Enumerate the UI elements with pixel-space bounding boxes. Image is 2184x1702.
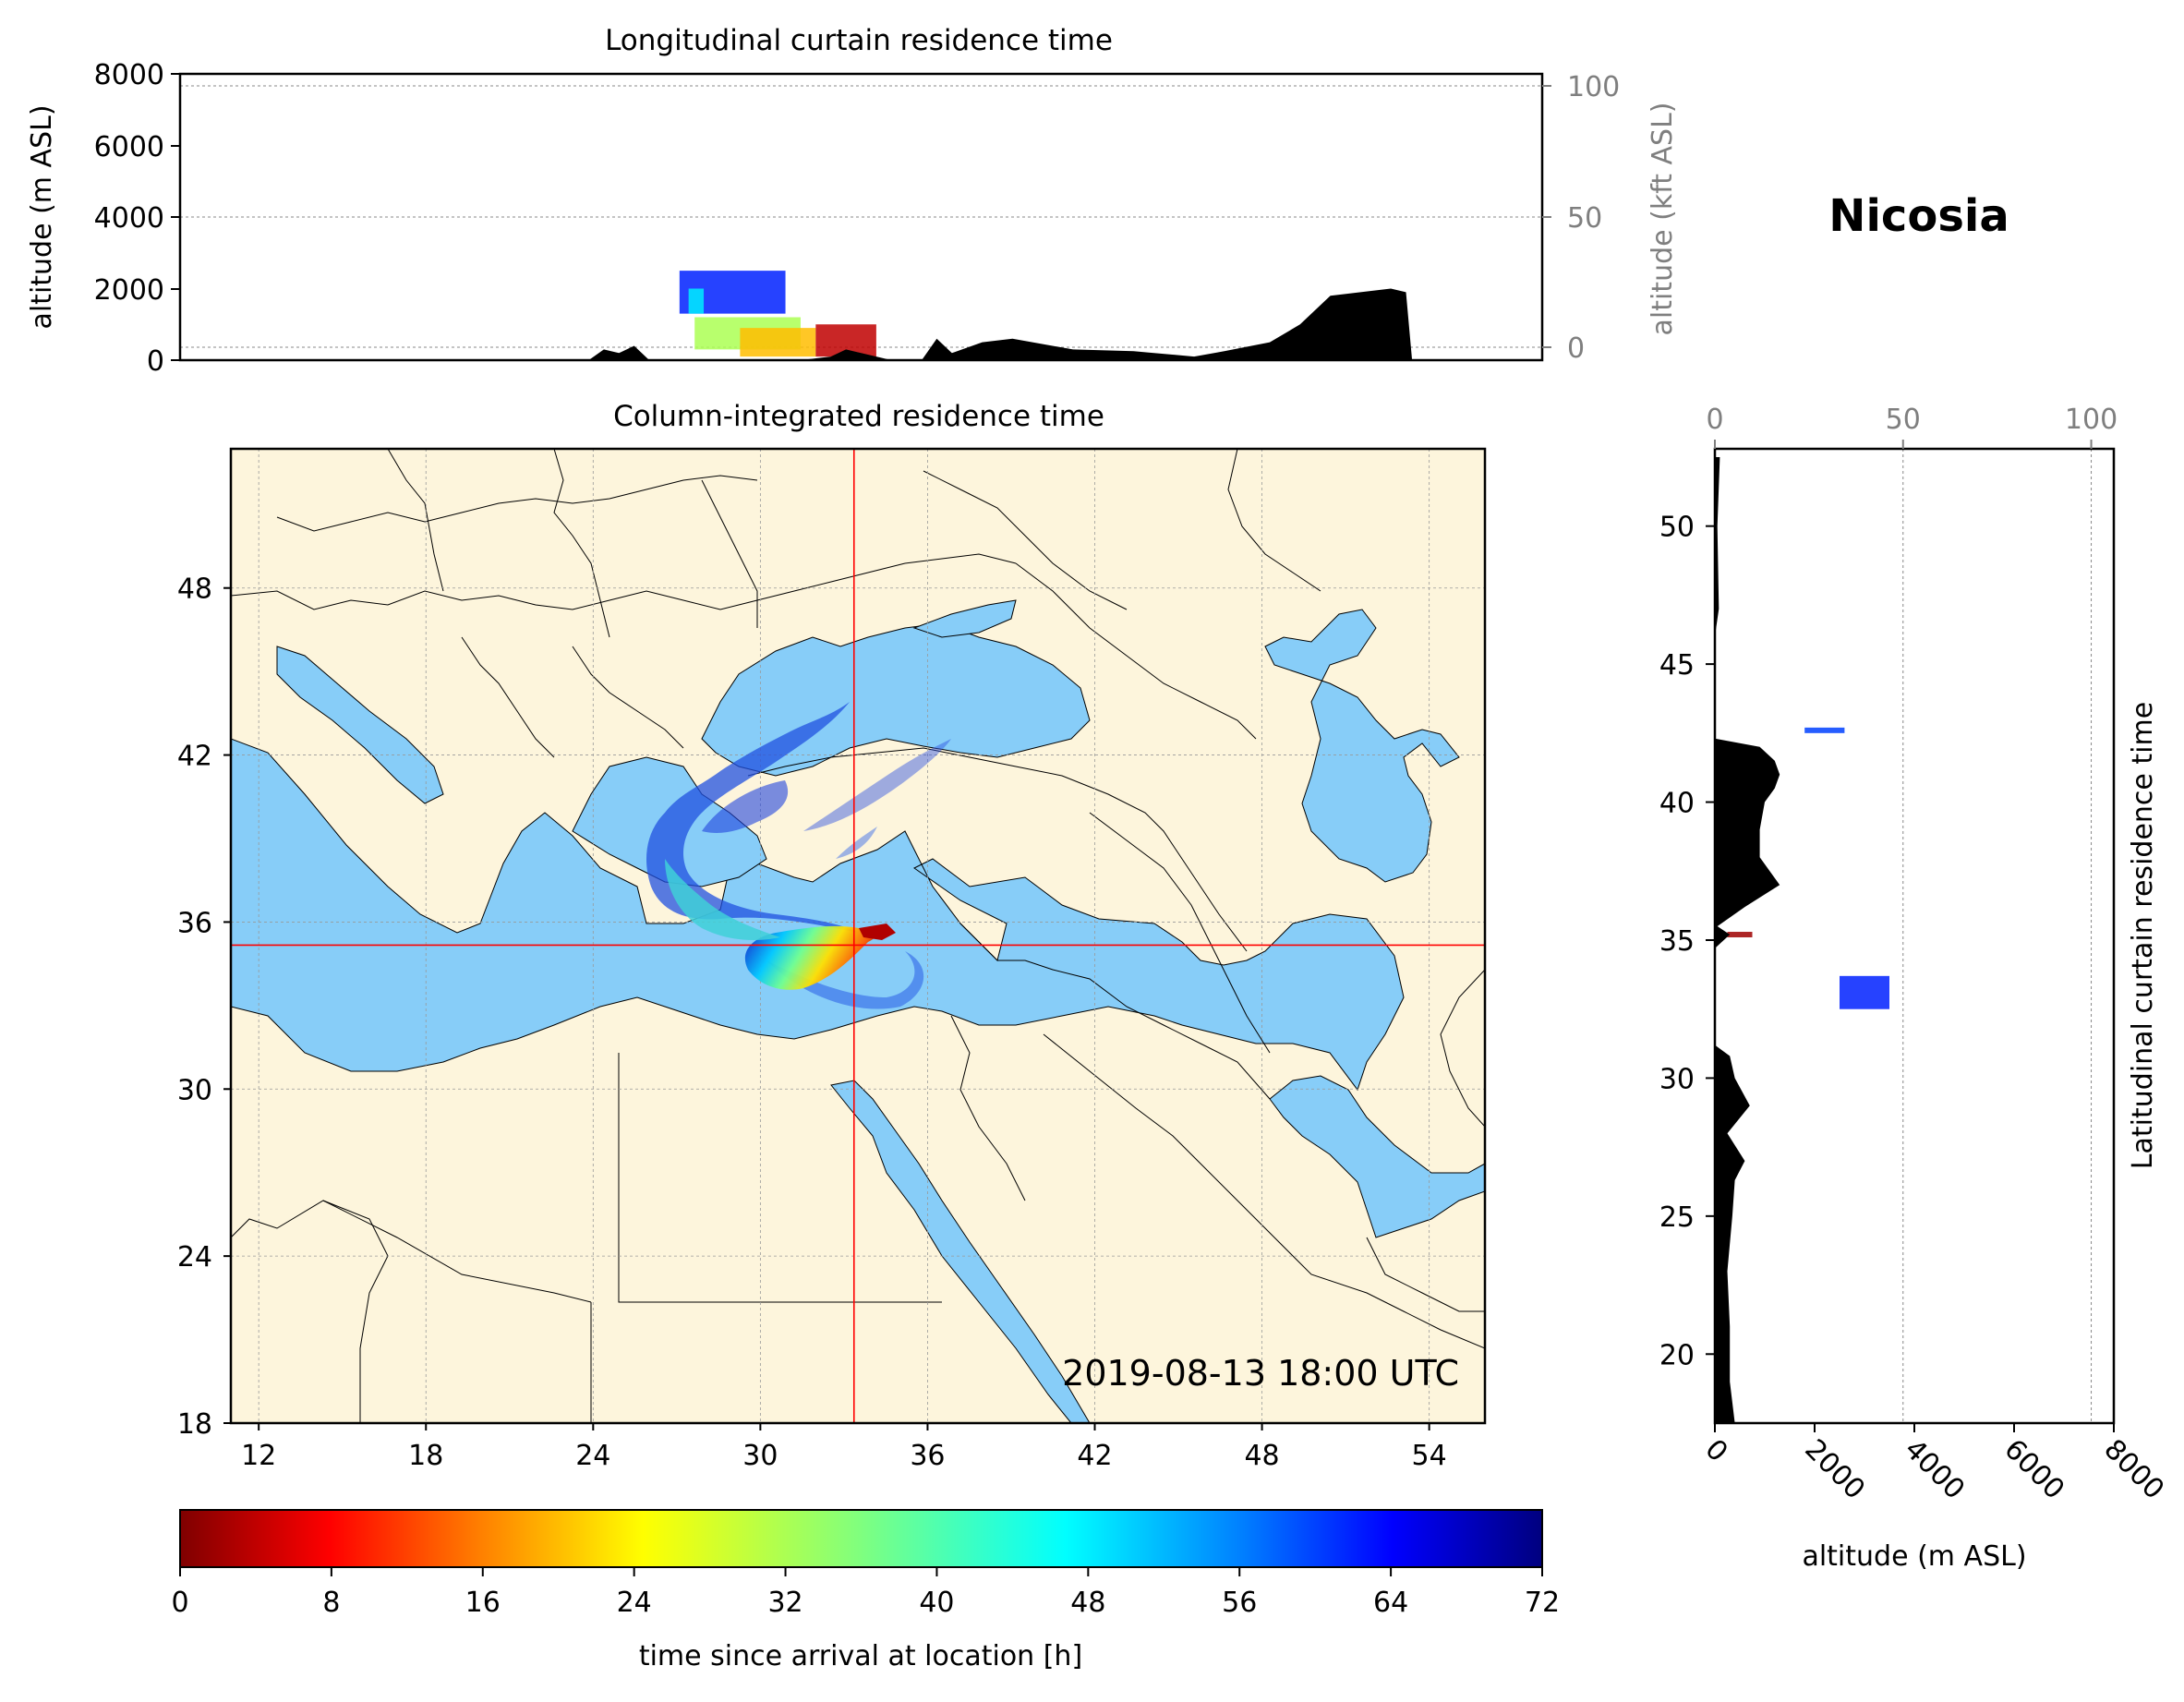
right-x-tick: 2000 <box>1798 1433 1871 1506</box>
right-plot-area <box>1715 449 2114 1423</box>
caspian-sea <box>1264 609 1460 883</box>
top-right-axis: 0 50 100 altitude (kft ASL) <box>1542 71 1679 365</box>
right-y-tick: 45 <box>1659 649 1695 682</box>
right-y-tick: 30 <box>1659 1063 1695 1095</box>
map-panel-title: Column-integrated residence time <box>613 400 1104 433</box>
top-residence-cell <box>740 328 816 357</box>
map-lat-tick: 30 <box>177 1074 212 1106</box>
longitudinal-curtain-panel: Longitudinal curtain residence time 0 20… <box>26 24 1679 378</box>
right-residence-cell <box>1840 975 1889 1009</box>
right-x-label: altitude (m ASL) <box>1802 1540 2026 1573</box>
right-x2-tick: 100 <box>2065 404 2118 436</box>
mediterranean-sea <box>231 738 1405 1092</box>
colorbar-tick: 64 <box>1373 1587 1408 1619</box>
colorbar-tick: 8 <box>322 1587 340 1619</box>
latitudinal-curtain-panel: 0 50 100 0 2000 4000 6000 8000 20 25 30 35 40 45 50 al… <box>1659 404 2170 1573</box>
colorbar-tick: 16 <box>465 1587 501 1619</box>
right-x-tick: 0 <box>1698 1433 1733 1468</box>
right-y-tick: 25 <box>1659 1201 1695 1234</box>
top-panel-title: Longitudinal curtain residence time <box>605 24 1113 57</box>
top-residence-cells <box>679 271 876 357</box>
map-lat-tick: 36 <box>177 907 212 939</box>
right-y-tick: 20 <box>1659 1339 1695 1371</box>
map-lat-tick: 18 <box>177 1408 212 1441</box>
map-lat-tick: 42 <box>177 741 212 773</box>
azov-sea <box>912 599 1017 638</box>
map-lon-tick: 24 <box>575 1440 610 1472</box>
top-y-tick: 8000 <box>94 59 164 91</box>
top-left-axis: 0 2000 4000 6000 8000 altitude (m ASL) <box>26 59 180 378</box>
red-sea <box>830 1080 1091 1423</box>
right-residence-cell <box>1727 932 1753 937</box>
colorbar-tick: 32 <box>767 1587 802 1619</box>
map-frame <box>229 447 1487 1425</box>
top-terrain-profile <box>588 288 1413 360</box>
map-lon-tick: 54 <box>1412 1440 1447 1472</box>
residence-time-plume <box>646 702 951 1009</box>
map-lat-tick: 48 <box>177 573 212 606</box>
map-lon-tick: 48 <box>1244 1440 1279 1472</box>
map-lat-tick: 24 <box>177 1241 212 1273</box>
adriatic-sea <box>276 646 444 804</box>
top-y-tick: 0 <box>147 345 164 378</box>
top-y2-tick: 100 <box>1567 71 1620 103</box>
right-x-tick: 4000 <box>1898 1433 1971 1506</box>
top-residence-cell <box>688 288 705 314</box>
map-lon-tick: 36 <box>910 1440 945 1472</box>
colorbar-tick: 0 <box>171 1587 188 1619</box>
top-y-tick: 2000 <box>94 274 164 307</box>
valid-time-label: 2019-08-13 18:00 UTC <box>1062 1353 1459 1394</box>
location-title: Nicosia <box>1828 190 2009 242</box>
right-x2-tick: 0 <box>1706 404 1723 436</box>
top-y-label: altitude (m ASL) <box>26 104 58 329</box>
top-y-tick: 4000 <box>94 202 164 235</box>
colorbar-ticks: 0 8 16 24 32 40 48 56 64 72 <box>171 1567 1560 1619</box>
column-integrated-map-panel: Column-integrated residence time <box>177 400 1487 1472</box>
right-terrain-profile <box>1715 457 1780 1423</box>
colorbar-tick: 56 <box>1222 1587 1257 1619</box>
map-lon-tick: 42 <box>1077 1440 1112 1472</box>
right-x2-tick: 50 <box>1886 404 1921 436</box>
map-area: 2019-08-13 18:00 UTC <box>231 449 1485 1423</box>
colorbar-gradient <box>179 1509 1543 1568</box>
right-residence-cell <box>1804 727 1845 733</box>
colorbar-tick: 72 <box>1525 1587 1560 1619</box>
map-lon-tick: 12 <box>241 1440 276 1472</box>
right-panel-title: Latitudinal curtain residence time <box>2127 702 2159 1169</box>
right-y-tick: 50 <box>1659 512 1695 544</box>
map-gridlines <box>231 449 1485 1423</box>
colorbar-tick: 48 <box>1070 1587 1105 1619</box>
country-borders <box>231 449 1485 1423</box>
top-y2-tick: 50 <box>1567 202 1602 235</box>
right-y-tick: 40 <box>1659 788 1695 820</box>
right-x-tick: 8000 <box>2097 1433 2170 1506</box>
map-lon-tick: 18 <box>408 1440 443 1472</box>
colorbar: 0 8 16 24 32 40 48 56 64 72 time since arrival at… <box>171 1509 1560 1672</box>
colorbar-tick: 40 <box>919 1587 954 1619</box>
right-y-tick: 35 <box>1659 925 1695 958</box>
map-lon-tick: 30 <box>742 1440 778 1472</box>
top-y-tick: 6000 <box>94 131 164 163</box>
colorbar-tick: 24 <box>617 1587 652 1619</box>
persian-gulf <box>1269 1075 1485 1238</box>
map-axis-ticks: 12 18 24 30 36 42 48 54 18 24 30 36 42 48 <box>177 573 1447 1472</box>
right-x-tick: 6000 <box>1997 1433 2070 1506</box>
colorbar-label: time since arrival at location [h] <box>639 1640 1082 1672</box>
top-y2-tick: 0 <box>1567 332 1585 365</box>
right-residence-cells <box>1727 727 1889 1009</box>
top-y2-label: altitude (kft ASL) <box>1647 102 1679 335</box>
